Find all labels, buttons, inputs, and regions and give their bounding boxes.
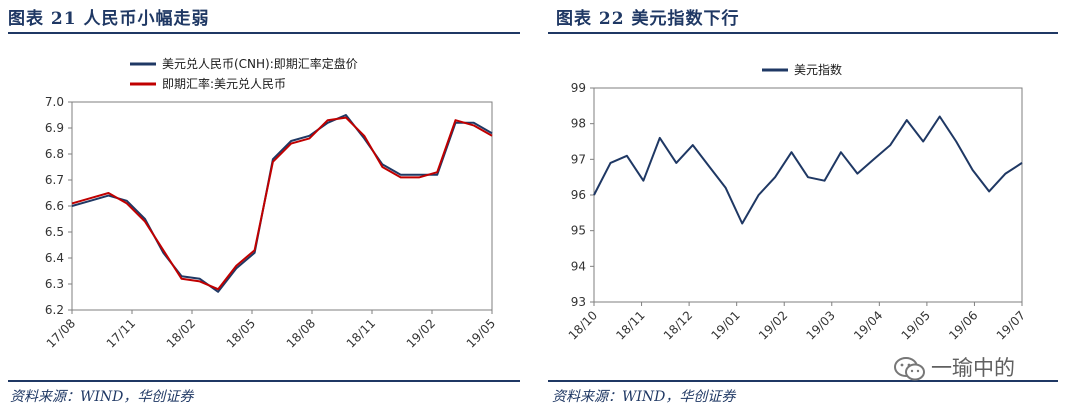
- right-x-tick-label: 19/03: [804, 308, 838, 342]
- right-x-tick-label: 18/11: [613, 308, 647, 342]
- left-y-tick-label: 6.9: [45, 121, 64, 135]
- left-y-tick-label: 6.8: [45, 147, 64, 161]
- right-x-tick-label: 19/04: [851, 308, 885, 342]
- left-x-tick-label: 19/05: [464, 316, 498, 350]
- right-title-rule: [548, 32, 1058, 34]
- right-y-tick-label: 94: [571, 259, 586, 273]
- right-source-note: 资料来源：WIND，华创证券: [552, 389, 736, 405]
- right-source-rule: [548, 380, 1058, 382]
- left-x-tick-label: 17/08: [44, 316, 78, 350]
- left-chart-panel: 图表 21 人民币小幅走弱 6.2 6.3 6.4 6.5 6.6 6.7 6.8 6.9 7.…: [0, 0, 522, 416]
- left-source-rule: [8, 380, 520, 382]
- right-x-tick-label: 19/01: [708, 308, 742, 342]
- right-x-tick-label: 19/07: [994, 308, 1028, 342]
- left-y-tick-label: 6.2: [45, 303, 64, 317]
- left-y-tick-label: 6.7: [45, 173, 64, 187]
- left-legend-label-1: 美元兑人民币(CNH):即期汇率定盘价: [162, 56, 358, 71]
- left-y-tick-label: 6.6: [45, 199, 64, 213]
- left-y-tick-label: 6.4: [45, 251, 64, 265]
- right-series-line-1: [593, 115, 1023, 225]
- right-x-tick-label: 18/10: [566, 308, 600, 342]
- left-y-tick-label: 6.3: [45, 277, 64, 291]
- left-series-line-1: [71, 114, 493, 293]
- right-plot-frame: [593, 87, 1023, 303]
- right-y-tick-label: 95: [571, 224, 586, 238]
- right-x-tick-label: 19/06: [946, 308, 980, 342]
- right-legend-label-1: 美元指数: [794, 62, 842, 77]
- left-legend-label-2: 即期汇率:美元兑人民币: [162, 76, 286, 91]
- left-x-tick-label: 18/11: [344, 316, 378, 350]
- left-source-note: 资料来源：WIND，华创证券: [10, 389, 194, 405]
- right-y-tick-label: 98: [571, 117, 586, 131]
- left-series-line-2: [71, 116, 493, 291]
- left-line-chart: 6.2 6.3 6.4 6.5 6.6 6.7 6.8 6.9 7.0 17/08 17/11 18/…: [44, 56, 498, 351]
- right-y-tick-label: 93: [571, 295, 586, 309]
- watermark-text: 一瑜中的: [931, 356, 1015, 380]
- left-x-tick-label: 18/02: [164, 316, 198, 350]
- left-title-rule: [8, 32, 520, 34]
- left-x-tick-label: 18/08: [284, 316, 318, 350]
- left-plot-frame: [71, 101, 493, 311]
- right-y-tick-label: 97: [571, 152, 586, 166]
- left-x-tick-label: 18/05: [224, 316, 258, 350]
- right-line-chart: 93 94 95 96 97 98 99 18/10 18/11 18/12 19/01 19/02 1…: [566, 62, 1028, 343]
- wechat-icon: [893, 356, 927, 382]
- right-y-tick-label: 96: [571, 188, 586, 202]
- right-x-tick-label: 18/12: [661, 308, 695, 342]
- right-chart-panel: 图表 22 美元指数下行 93 94 95 96 97 98 99 18/10 18/11 18/…: [548, 0, 1080, 416]
- watermark: 一瑜中的: [893, 352, 1015, 382]
- left-x-tick-label: 17/11: [104, 316, 138, 350]
- left-chart-title: 图表 21 人民币小幅走弱: [8, 9, 210, 29]
- right-x-tick-label: 19/02: [756, 308, 790, 342]
- right-x-tick-label: 19/05: [899, 308, 933, 342]
- right-y-tick-label: 99: [571, 81, 586, 95]
- left-x-tick-label: 19/02: [404, 316, 438, 350]
- right-chart-title: 图表 22 美元指数下行: [556, 9, 740, 29]
- left-y-tick-label: 7.0: [45, 95, 64, 109]
- left-y-tick-label: 6.5: [45, 225, 64, 239]
